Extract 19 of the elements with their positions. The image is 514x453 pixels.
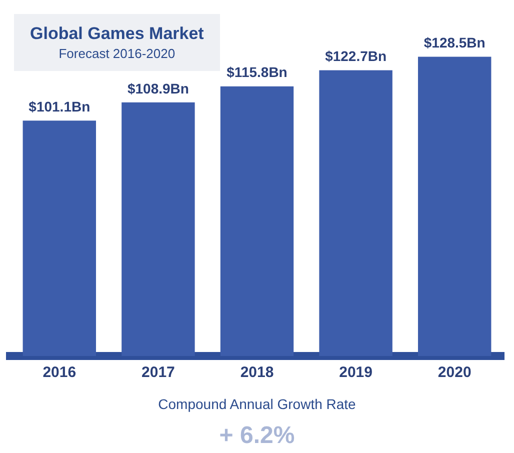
x-tick-label: 2020 (438, 364, 472, 382)
x-tick-label: 2018 (240, 364, 274, 382)
text: Compound Annual Growth Rate (157, 396, 357, 412)
x-tick-label: 2019 (339, 364, 372, 382)
bar (122, 102, 195, 356)
x-tick-label: 2017 (142, 364, 175, 382)
data-label: $101.1Bn (28, 98, 90, 114)
chart-title: Global Games Market (30, 24, 204, 44)
bar (319, 70, 392, 356)
x-tick-label: 2016 (42, 364, 76, 382)
bar (220, 86, 294, 356)
bar (418, 56, 492, 356)
bar (22, 120, 96, 356)
text: + 6.2% (218, 422, 296, 450)
data-label: $108.9Bn (127, 80, 189, 96)
data-label: $122.7Bn (325, 48, 387, 64)
data-label: $128.5Bn (424, 34, 486, 51)
data-label: $115.8Bn (226, 64, 288, 80)
chart-subtitle: Forecast 2016-2020 (58, 46, 176, 61)
